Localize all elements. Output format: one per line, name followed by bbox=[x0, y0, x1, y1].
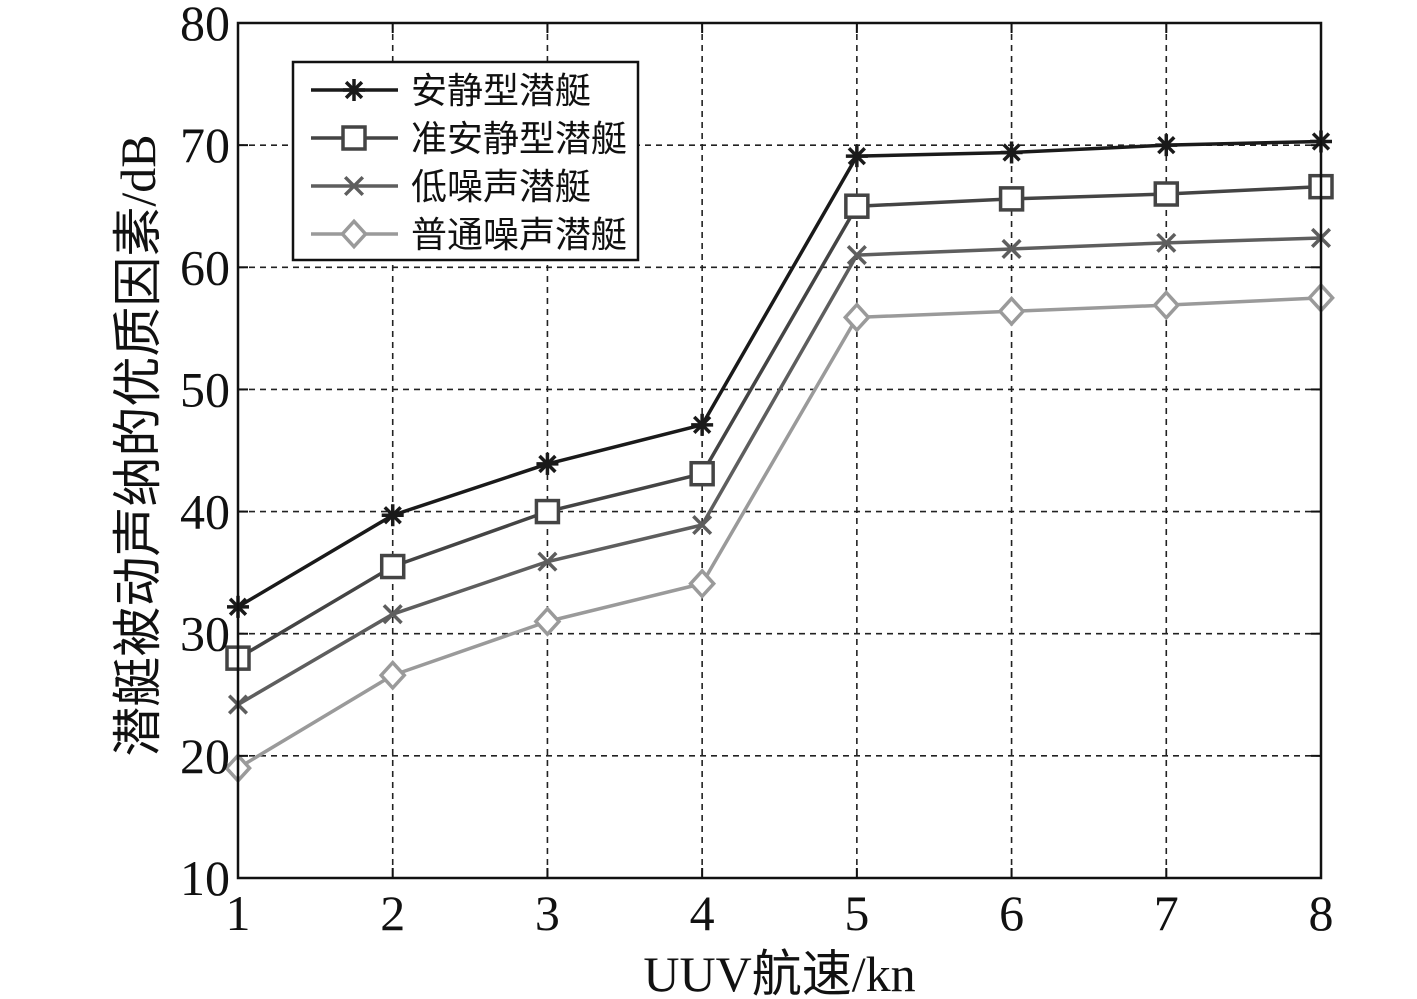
data-point bbox=[1152, 289, 1181, 321]
data-point bbox=[842, 302, 871, 333]
data-point bbox=[378, 659, 407, 691]
x-axis-title: UUV航速/kn bbox=[643, 946, 915, 999]
y-tick-label: 70 bbox=[180, 117, 230, 173]
data-point bbox=[844, 193, 870, 219]
data-point bbox=[1156, 232, 1177, 253]
y-tick-label: 60 bbox=[180, 239, 230, 295]
data-point bbox=[1155, 134, 1178, 157]
legend-label: 安静型潜艇 bbox=[411, 71, 591, 111]
series-layer bbox=[224, 130, 1335, 784]
series-line bbox=[237, 139, 1322, 609]
data-point bbox=[688, 568, 717, 599]
y-axis-title: 潜艇被动声纳的优质因素/dB bbox=[110, 134, 166, 756]
data-point bbox=[998, 186, 1025, 212]
data-point bbox=[533, 606, 562, 637]
data-point bbox=[379, 553, 406, 580]
x-tick-label: 7 bbox=[1154, 885, 1179, 941]
tick-layer: 1 2 3 4 5 6 7 8 10 20 30 40 50 60 70 80 bbox=[180, 0, 1334, 941]
y-tick-label: 20 bbox=[180, 728, 230, 784]
y-tick-label: 50 bbox=[180, 361, 230, 417]
legend-item: 安静型潜艇 bbox=[311, 71, 591, 111]
data-point bbox=[537, 551, 558, 572]
y-tick-label: 80 bbox=[180, 0, 230, 51]
data-point bbox=[534, 498, 561, 525]
legend-label: 低噪声潜艇 bbox=[411, 167, 591, 207]
x-tick-label: 8 bbox=[1309, 885, 1334, 941]
series-1 bbox=[227, 130, 1332, 618]
x-tick-label: 1 bbox=[226, 885, 251, 941]
series-line bbox=[237, 184, 1322, 660]
data-point bbox=[536, 452, 559, 475]
plot-frame bbox=[236, 21, 1323, 880]
legend-label: 普通噪声潜艇 bbox=[411, 215, 627, 255]
legend-item: 普通噪声潜艇 bbox=[311, 215, 627, 255]
x-tick-label: 6 bbox=[999, 885, 1024, 941]
data-point bbox=[1001, 238, 1022, 260]
y-tick-label: 40 bbox=[180, 484, 230, 540]
data-point bbox=[846, 245, 867, 266]
x-tick-label: 3 bbox=[535, 885, 560, 941]
data-point bbox=[691, 413, 714, 436]
series-line bbox=[237, 296, 1322, 770]
legend-marker bbox=[340, 218, 368, 250]
legend-marker bbox=[343, 79, 365, 101]
legend-label: 准安静型潜艇 bbox=[411, 119, 627, 159]
data-point bbox=[381, 504, 404, 527]
legend-item: 准安静型潜艇 bbox=[311, 119, 627, 159]
data-point bbox=[692, 514, 713, 536]
y-tick-label: 10 bbox=[180, 850, 230, 906]
x-tick-label: 4 bbox=[690, 885, 715, 941]
legend-marker bbox=[343, 175, 365, 197]
data-point bbox=[382, 604, 403, 625]
series-2 bbox=[225, 173, 1334, 671]
y-tick-label: 30 bbox=[180, 606, 230, 662]
data-point bbox=[845, 145, 868, 168]
legend-item: 低噪声潜艇 bbox=[311, 167, 591, 207]
x-tick-label: 2 bbox=[380, 885, 405, 941]
series-3 bbox=[227, 227, 1332, 715]
data-point bbox=[1000, 141, 1023, 164]
data-point bbox=[689, 460, 715, 487]
data-point bbox=[1153, 181, 1180, 207]
data-point bbox=[997, 296, 1026, 327]
series-line bbox=[237, 236, 1322, 707]
legend-marker bbox=[341, 125, 367, 151]
x-tick-label: 5 bbox=[844, 885, 869, 941]
